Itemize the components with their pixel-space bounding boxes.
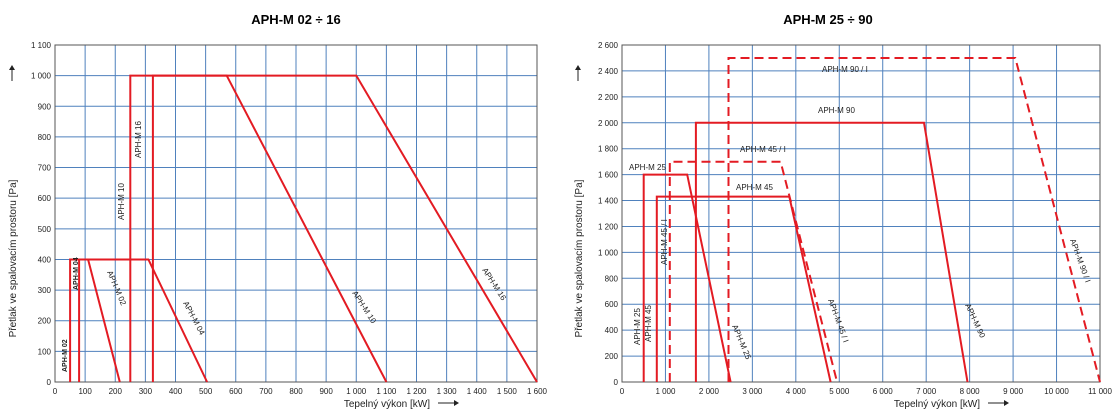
- x-tick-label: 600: [229, 387, 243, 396]
- y-tick-label: 1 800: [598, 145, 619, 154]
- y-tick-label: 200: [38, 317, 52, 326]
- x-tick-label: 300: [139, 387, 153, 396]
- x-tick-label: 0: [53, 387, 58, 396]
- y-tick-label: 800: [38, 133, 52, 142]
- x-tick-label: 200: [109, 387, 123, 396]
- x-tick-label: 9 000: [1003, 387, 1024, 396]
- series-label: APH-M 90: [818, 106, 855, 115]
- y-tick-label: 1 200: [598, 222, 619, 231]
- x-tick-label: 7 000: [916, 387, 937, 396]
- series-line: [642, 173, 732, 383]
- x-tick-label: 3 000: [742, 387, 763, 396]
- plot-border: [621, 44, 1101, 383]
- y-tick-label: 100: [38, 347, 52, 356]
- y-tick-label: 2 000: [598, 119, 619, 128]
- series-label: APH-M 02: [62, 339, 69, 372]
- chart-title: APH-M 02 ÷ 16: [251, 12, 341, 27]
- plot-border: [54, 44, 538, 383]
- y-tick-label: 0: [614, 378, 619, 387]
- x-tick-label: 1 000: [346, 387, 367, 396]
- series-label: APH-M 45: [736, 183, 773, 192]
- series-line: [655, 195, 832, 383]
- y-tick-label: 900: [38, 102, 52, 111]
- series-line: [78, 258, 209, 383]
- y-tick-label: 600: [38, 194, 52, 203]
- x-tick-label: 400: [169, 387, 183, 396]
- x-tick-label: 1 500: [497, 387, 518, 396]
- x-tick-label: 11 000: [1088, 387, 1112, 396]
- x-tick-label: 10 000: [1044, 387, 1069, 396]
- x-tick-label: 2 000: [699, 387, 720, 396]
- y-tick-label: 500: [38, 225, 52, 234]
- x-tick-label: 1 300: [437, 387, 458, 396]
- y-tick-label: 1 100: [31, 41, 52, 50]
- series-label: APH-M 45: [644, 305, 653, 342]
- y-tick-label: 0: [47, 378, 52, 387]
- x-tick-label: 8 000: [960, 387, 981, 396]
- x-tick-label: 6 000: [873, 387, 894, 396]
- y-tick-label: 1 000: [598, 248, 619, 257]
- y-tick-label: 200: [605, 352, 619, 361]
- plot-area: [622, 45, 1100, 382]
- y-axis-arrowhead: [575, 65, 581, 70]
- x-tick-label: 1 000: [655, 387, 676, 396]
- series-label: APH-M 90 / I: [822, 65, 868, 74]
- x-axis-arrowhead: [1004, 400, 1009, 406]
- x-tick-label: 4 000: [786, 387, 807, 396]
- y-tick-label: 1 600: [598, 171, 619, 180]
- chart-1: 0 100 200 300 400 500 600 700 800 900 1 000 1 100 1 …: [8, 12, 548, 410]
- series-label: APH-M 45 / I: [740, 145, 786, 154]
- y-tick-label: 800: [605, 274, 619, 283]
- y-axis-label: Přetlak ve spalovacím prostoru [Pa]: [574, 179, 585, 337]
- y-tick-label: 300: [38, 286, 52, 295]
- y-tick-label: 2 600: [598, 41, 619, 50]
- x-tick-label: 0: [620, 387, 625, 396]
- series-label: APH-M 04: [73, 257, 80, 290]
- series-label: APH-M 10: [117, 183, 126, 220]
- chart-title: APH-M 25 ÷ 90: [783, 12, 873, 27]
- y-tick-label: 400: [38, 255, 52, 264]
- series-line: [151, 74, 538, 383]
- x-axis-arrowhead: [454, 400, 459, 406]
- y-tick-label: 2 400: [598, 67, 619, 76]
- x-tick-label: 500: [199, 387, 213, 396]
- x-tick-label: 1 600: [527, 387, 548, 396]
- x-tick-label: 800: [289, 387, 303, 396]
- x-tick-label: 700: [259, 387, 273, 396]
- y-tick-label: 1 000: [31, 72, 52, 81]
- x-tick-label: 1 200: [406, 387, 427, 396]
- series-line: [694, 121, 969, 383]
- y-axis-arrowhead: [9, 65, 15, 70]
- y-tick-label: 1 400: [598, 197, 619, 206]
- y-tick-label: 2 200: [598, 93, 619, 102]
- series-label: APH-M 45 / I: [660, 219, 669, 265]
- x-tick-label: 1 100: [376, 387, 397, 396]
- x-axis-label: Tepelný výkon [kW]: [894, 399, 980, 410]
- series-label: APH-M 16: [134, 121, 143, 158]
- y-tick-label: 400: [605, 326, 619, 335]
- series-line: [727, 57, 1101, 383]
- x-axis-label: Tepelný výkon [kW]: [344, 399, 430, 410]
- y-tick-label: 700: [38, 164, 52, 173]
- y-axis-label: Přetlak ve spalovacím prostoru [Pa]: [8, 179, 19, 337]
- chart-2: 0 1 000 2 000 3 000 4 000 5 000 6 000 7 000 8 00…: [574, 12, 1112, 410]
- x-tick-label: 5 000: [829, 387, 850, 396]
- x-tick-label: 1 400: [467, 387, 488, 396]
- x-tick-label: 100: [78, 387, 92, 396]
- y-tick-label: 600: [605, 300, 619, 309]
- series-label: APH-M 25: [629, 163, 666, 172]
- x-tick-label: 900: [319, 387, 333, 396]
- series-label: APH-M 25: [633, 308, 642, 345]
